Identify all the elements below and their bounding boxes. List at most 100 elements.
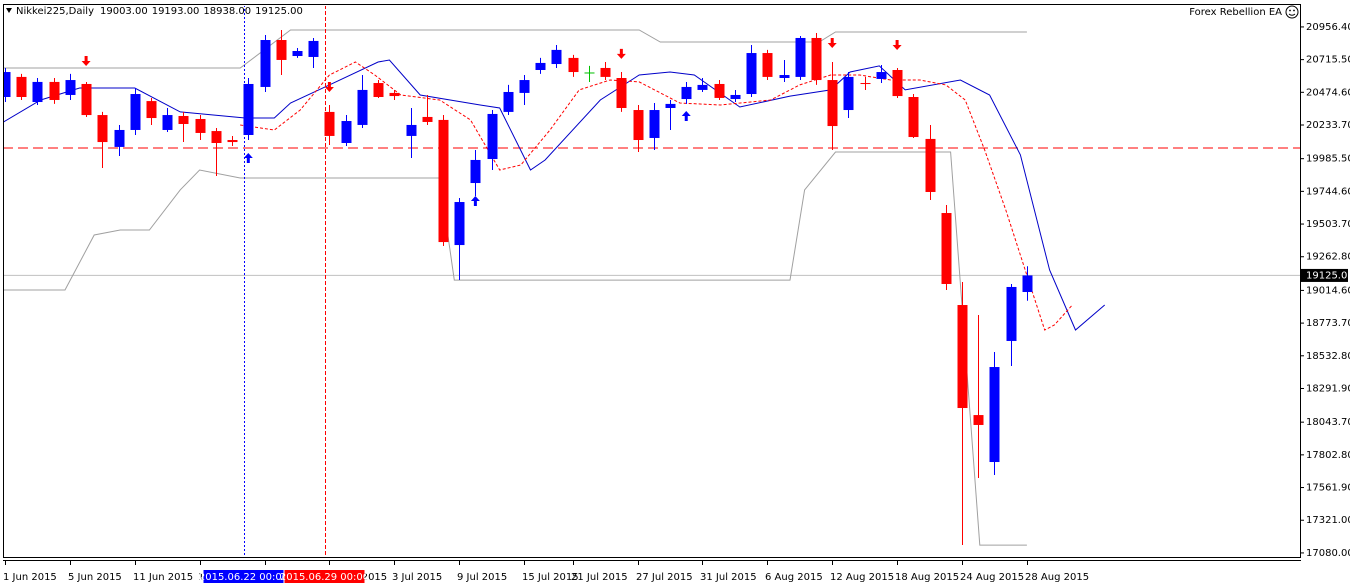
- candle: [49, 78, 60, 104]
- y-tick-label: 18773.70: [1306, 318, 1350, 329]
- candle: [292, 48, 303, 58]
- candle-body: [779, 75, 790, 79]
- candle: [730, 89, 741, 103]
- candle-body: [925, 138, 936, 192]
- candle: [260, 34, 271, 92]
- candle-body: [827, 80, 838, 127]
- candle: [633, 105, 644, 152]
- candle: [535, 57, 546, 74]
- x-tick-label: 31 Jul 2015: [700, 572, 757, 583]
- candle-body: [876, 72, 887, 79]
- x-tick-label: 6 Aug 2015: [765, 572, 823, 583]
- candle: [227, 135, 238, 146]
- event-date-label: 2015.06.29 00:00: [280, 572, 369, 583]
- candle-body: [308, 40, 319, 57]
- icon-circle: [1285, 5, 1299, 19]
- menu-triangle[interactable]: [6, 8, 12, 13]
- candle-body: [568, 57, 579, 73]
- candle-body: [746, 53, 757, 95]
- candle-body: [860, 83, 871, 85]
- candle: [195, 115, 206, 141]
- candle: [892, 67, 903, 98]
- candle-body: [16, 76, 27, 97]
- candle-body: [422, 116, 433, 122]
- candle-body: [114, 129, 125, 147]
- x-tick-label: 18 Aug 2015: [895, 572, 959, 583]
- y-tick-label: 19985.50: [1306, 154, 1350, 165]
- candle: [925, 124, 936, 200]
- candle-body: [178, 115, 189, 125]
- candle-body: [551, 49, 562, 65]
- candle-body: [941, 213, 952, 284]
- icon-eye: [1293, 9, 1295, 12]
- candle-body: [324, 111, 335, 136]
- candle: [4, 67, 11, 103]
- icon-mouth: [1288, 13, 1296, 16]
- candle-body: [81, 83, 92, 116]
- candle: [973, 315, 984, 479]
- candle: [454, 197, 465, 281]
- candle: [97, 111, 108, 168]
- candle-body: [811, 37, 822, 81]
- signal-arrow: [243, 152, 253, 163]
- candle-body: [697, 84, 708, 90]
- candle: [130, 88, 141, 135]
- y-tick-label: 17802.80: [1306, 450, 1350, 461]
- y-tick-label: 18291.90: [1306, 383, 1350, 394]
- candle: [1006, 283, 1017, 366]
- plot-frame: [3, 4, 1301, 558]
- candle-body: [795, 37, 806, 77]
- candle-body: [957, 305, 968, 409]
- candle-body: [146, 101, 157, 119]
- candle: [373, 80, 384, 98]
- candle: [665, 99, 676, 130]
- y-tick-label: 20233.70: [1306, 120, 1350, 131]
- candle: [616, 72, 627, 112]
- indicator-name: Forex Rebellion EA: [1189, 7, 1282, 18]
- candle: [438, 115, 449, 246]
- signal-arrow: [324, 82, 334, 93]
- price-tag-label: 19125.00: [1306, 270, 1350, 281]
- candle-body: [292, 51, 303, 57]
- y-tick-label: 19262.80: [1306, 252, 1350, 263]
- candle: [697, 78, 708, 92]
- candle: [957, 281, 968, 546]
- candle-body: [97, 115, 108, 143]
- candle-body: [908, 97, 919, 138]
- candle-body: [276, 40, 287, 60]
- candle: [568, 54, 579, 77]
- candle-body: [470, 159, 481, 184]
- candle: [827, 61, 838, 151]
- x-tick-label: 21 Jul 2015: [571, 572, 628, 583]
- x-tick-label: 12 Aug 2015: [830, 572, 894, 583]
- candle: [487, 110, 498, 171]
- candle: [65, 73, 76, 100]
- candle-body: [65, 80, 76, 95]
- y-tick-label: 20956.40: [1306, 22, 1350, 33]
- plot-area: [4, 6, 1300, 557]
- candle: [357, 75, 368, 128]
- candle: [519, 75, 530, 106]
- candle-body: [843, 76, 854, 111]
- candle: [81, 81, 92, 117]
- event-date-box: [284, 570, 365, 583]
- candle: [146, 97, 157, 125]
- candle-body: [600, 67, 611, 77]
- price-tag: [1301, 268, 1348, 282]
- candle: [406, 107, 417, 159]
- candle-body: [714, 83, 725, 98]
- candle: [162, 107, 173, 133]
- y-tick-label: 20715.50: [1306, 55, 1350, 66]
- candle: [989, 351, 1000, 476]
- x-tick-label: 15 Jul 2015: [522, 572, 579, 583]
- x-tick-label: 11 Jun 2015: [133, 572, 193, 583]
- candle: [600, 61, 611, 81]
- candle-body: [373, 83, 384, 97]
- ea-icon[interactable]: [1285, 5, 1299, 19]
- x-tick-label: 9 Jul 2015: [457, 572, 507, 583]
- ohlc-low: 18938.00: [203, 6, 251, 17]
- candle-body: [195, 118, 206, 133]
- candle-body: [503, 91, 514, 112]
